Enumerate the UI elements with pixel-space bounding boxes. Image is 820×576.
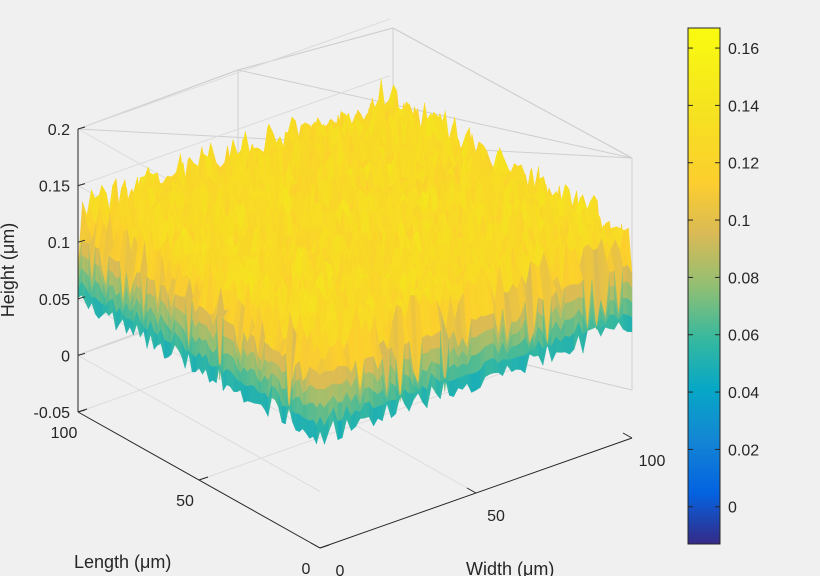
- surface-side-facet: [309, 402, 314, 421]
- z-gridline-left-1: [77, 354, 321, 492]
- surface-side-facet: [306, 402, 310, 421]
- surface-side-facet: [302, 405, 307, 420]
- surface-side-facet: [302, 390, 307, 406]
- rough-surface: [77, 78, 633, 445]
- surface-side-facet: [271, 348, 276, 364]
- surface-side-facet: [292, 410, 296, 431]
- surface-side-facet: [271, 372, 276, 388]
- surface-side-facet: [281, 353, 286, 374]
- surface-side-facet: [271, 360, 276, 376]
- surface-side-facet: [309, 419, 314, 439]
- surface-side-facet: [299, 413, 303, 433]
- surface-side-facet: [309, 384, 314, 404]
- surface-side-facet: [281, 370, 286, 390]
- surface-side-facet: [295, 413, 300, 433]
- surface-side-facet: [316, 371, 321, 390]
- back-left-edge: [237, 27, 394, 71]
- surface-side-facet: [281, 388, 286, 407]
- surface-side-facet: [285, 405, 290, 425]
- surface-side-facet: [271, 385, 276, 401]
- surface-side-facet: [281, 405, 286, 425]
- surface-side-facet: [295, 360, 300, 382]
- surface-side-facet: [261, 392, 265, 411]
- surface-side-facet: [295, 396, 300, 415]
- surface-side-facet: [295, 378, 300, 398]
- z-gridline-right-5: [77, 18, 391, 130]
- surface-side-facet: [302, 416, 307, 434]
- z-gridline-right-4: [77, 75, 391, 187]
- surface-side-facet: [257, 391, 262, 405]
- back-right-edge: [392, 27, 633, 159]
- surface-side-facet: [309, 366, 314, 387]
- surface-side-facet: [306, 419, 310, 440]
